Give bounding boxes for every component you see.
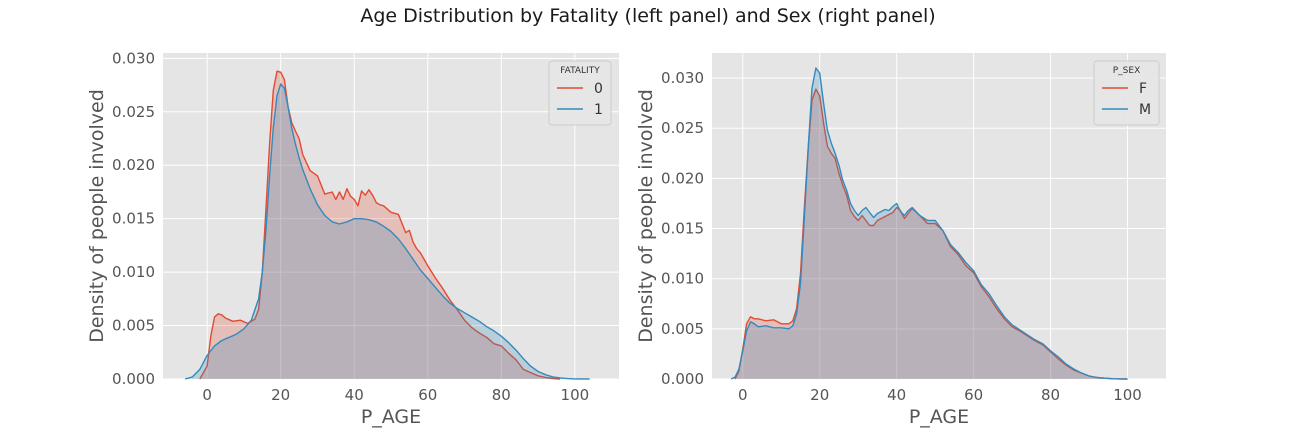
x-tick-label: 0 xyxy=(738,386,748,404)
legend-label-1: 1 xyxy=(594,102,603,118)
y-tick-label: 0.005 xyxy=(112,317,155,335)
y-tick-label: 0.020 xyxy=(661,169,704,187)
legend-label-F: F xyxy=(1139,81,1147,97)
x-tick-label: 80 xyxy=(492,386,511,404)
y-axis-label: Density of people involved xyxy=(86,89,108,343)
x-tick-label: 40 xyxy=(887,386,906,404)
y-tick-label: 0.000 xyxy=(112,370,155,388)
legend: P_SEX FM xyxy=(1093,60,1160,126)
panel-2: 0.000 0.005 0.010 0.015 0.020 0.025 0.030 0 20 40… xyxy=(635,53,1166,428)
x-tick-label: 20 xyxy=(810,386,829,404)
y-tick-label: 0.030 xyxy=(112,49,155,67)
legend-label-M: M xyxy=(1139,102,1151,118)
y-axis-label: Density of people involved xyxy=(635,89,657,343)
y-tick-label: 0.020 xyxy=(112,156,155,174)
x-tick-label: 60 xyxy=(964,386,983,404)
plot-background xyxy=(163,53,619,379)
legend-title: FATALITY xyxy=(560,66,600,76)
x-tick-label: 20 xyxy=(271,386,290,404)
y-tick-label: 0.025 xyxy=(661,119,704,137)
figure-title: Age Distribution by Fatality (left panel… xyxy=(360,5,936,27)
y-tick-label: 0.010 xyxy=(661,270,704,288)
legend-title: P_SEX xyxy=(1113,66,1141,76)
y-tick-label: 0.015 xyxy=(661,220,704,238)
y-tick-label: 0.025 xyxy=(112,103,155,121)
y-tick-label: 0.030 xyxy=(661,69,704,87)
series-area-1 xyxy=(185,84,590,379)
x-tick-label: 60 xyxy=(418,386,437,404)
panel-1: 0.000 0.005 0.010 0.015 0.020 0.025 0.030 0 20 40… xyxy=(86,49,619,428)
series-line-M xyxy=(730,67,1128,380)
x-tick-label: 100 xyxy=(561,386,590,404)
y-tick-label: 0.000 xyxy=(661,370,704,388)
series-area-M xyxy=(731,68,1128,379)
series-area-F xyxy=(735,89,1128,379)
series-area-0 xyxy=(199,71,561,379)
x-tick-label: 100 xyxy=(1113,386,1142,404)
y-tick-label: 0.010 xyxy=(112,263,155,281)
series-line-1 xyxy=(184,83,590,380)
x-axis-label: P_AGE xyxy=(909,406,969,428)
series-line-F xyxy=(734,88,1128,380)
x-tick-label: 40 xyxy=(345,386,364,404)
legend: FATALITY 0 1 xyxy=(548,60,612,126)
legend-label-0: 0 xyxy=(594,81,603,97)
y-tick-label: 0.015 xyxy=(112,210,155,228)
plot-background xyxy=(712,53,1166,379)
y-tick-label: 0.005 xyxy=(661,320,704,338)
series-line-0 xyxy=(199,70,561,380)
x-axis-label: P_AGE xyxy=(361,406,421,428)
x-tick-label: 80 xyxy=(1041,386,1060,404)
x-tick-label: 0 xyxy=(202,386,212,404)
